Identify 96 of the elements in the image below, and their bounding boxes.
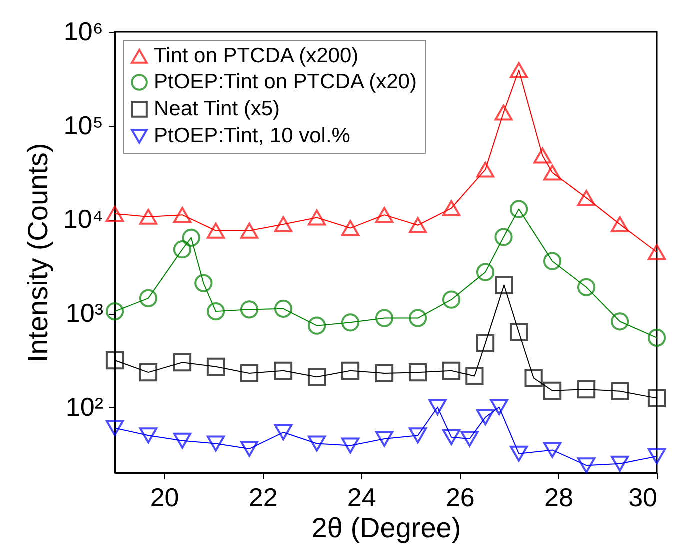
y-tick-label: 10² bbox=[66, 392, 104, 422]
point bbox=[182, 228, 200, 247]
point bbox=[476, 263, 495, 282]
point bbox=[194, 274, 213, 292]
x-tick-label: 22 bbox=[248, 482, 278, 512]
x-tick-label: 26 bbox=[446, 482, 475, 512]
point bbox=[274, 300, 293, 318]
legend-label: Neat Tint (x5) bbox=[154, 98, 280, 120]
point bbox=[240, 222, 259, 239]
point bbox=[610, 216, 630, 232]
point bbox=[106, 206, 124, 222]
point bbox=[341, 314, 360, 332]
point bbox=[308, 368, 326, 386]
x-axis-title: 2θ (Degree) bbox=[312, 512, 462, 544]
point bbox=[139, 208, 158, 225]
point bbox=[577, 458, 596, 474]
point bbox=[139, 428, 158, 444]
x-tick-label: 30 bbox=[628, 482, 658, 512]
point bbox=[510, 62, 528, 78]
point bbox=[442, 290, 461, 309]
point bbox=[173, 207, 192, 224]
point bbox=[610, 456, 630, 472]
x-tick-label: 20 bbox=[150, 482, 180, 512]
point bbox=[524, 369, 543, 388]
point bbox=[173, 354, 192, 372]
point bbox=[577, 278, 596, 296]
point bbox=[308, 316, 326, 335]
point bbox=[206, 302, 226, 321]
point bbox=[466, 367, 484, 386]
point bbox=[534, 148, 552, 164]
point bbox=[341, 438, 360, 454]
point bbox=[648, 328, 666, 347]
point bbox=[408, 428, 428, 444]
point bbox=[510, 446, 528, 462]
y-tick-label: 10⁶ bbox=[64, 16, 104, 46]
point bbox=[106, 351, 124, 370]
point bbox=[206, 436, 226, 452]
point bbox=[274, 216, 293, 232]
point bbox=[610, 382, 630, 400]
y-tick-label: 10³ bbox=[66, 298, 104, 328]
point bbox=[543, 382, 562, 400]
point bbox=[341, 220, 360, 236]
point bbox=[648, 389, 666, 408]
y-tick-label: 10⁵ bbox=[64, 110, 104, 140]
point bbox=[206, 222, 226, 239]
point bbox=[240, 441, 259, 458]
point bbox=[173, 240, 192, 259]
point bbox=[428, 399, 447, 416]
point bbox=[476, 334, 495, 353]
point bbox=[442, 429, 461, 446]
point bbox=[510, 200, 528, 218]
y-tick-label: 10⁴ bbox=[63, 204, 104, 234]
x-tick-label: 28 bbox=[544, 482, 574, 512]
point bbox=[139, 289, 158, 308]
point bbox=[610, 312, 630, 331]
point bbox=[494, 228, 513, 246]
point bbox=[495, 276, 514, 294]
x-tick-label: 24 bbox=[347, 482, 376, 512]
point bbox=[206, 358, 226, 376]
legend-label: Tint on PTCDA (x200) bbox=[154, 44, 359, 68]
point bbox=[308, 436, 326, 452]
point bbox=[106, 302, 124, 321]
point bbox=[106, 420, 124, 436]
point bbox=[442, 362, 461, 380]
point bbox=[375, 431, 394, 448]
point bbox=[240, 364, 259, 383]
point bbox=[543, 252, 562, 270]
point bbox=[308, 210, 326, 226]
point bbox=[476, 410, 495, 426]
point bbox=[274, 362, 293, 380]
point bbox=[173, 432, 192, 449]
point bbox=[648, 448, 666, 464]
point bbox=[408, 364, 428, 382]
point bbox=[375, 207, 394, 224]
point bbox=[460, 431, 479, 448]
legend-label: PtOEP:Tint on PTCDA (x20) bbox=[154, 70, 417, 94]
point bbox=[408, 217, 428, 234]
point bbox=[341, 362, 360, 380]
point bbox=[577, 380, 596, 399]
point bbox=[442, 200, 461, 216]
point bbox=[648, 244, 666, 260]
point bbox=[476, 162, 495, 178]
point bbox=[375, 309, 394, 328]
point bbox=[139, 364, 158, 382]
point bbox=[408, 309, 428, 328]
point bbox=[490, 399, 508, 416]
point bbox=[375, 364, 394, 383]
y-axis-title: Intensity (Counts) bbox=[22, 143, 54, 363]
point bbox=[494, 104, 513, 121]
legend-label: PtOEP:Tint, 10 vol.% bbox=[154, 124, 350, 148]
point bbox=[543, 442, 562, 458]
point bbox=[240, 300, 259, 319]
point bbox=[577, 190, 596, 206]
point bbox=[510, 323, 528, 342]
point bbox=[543, 164, 562, 181]
point bbox=[274, 424, 293, 440]
